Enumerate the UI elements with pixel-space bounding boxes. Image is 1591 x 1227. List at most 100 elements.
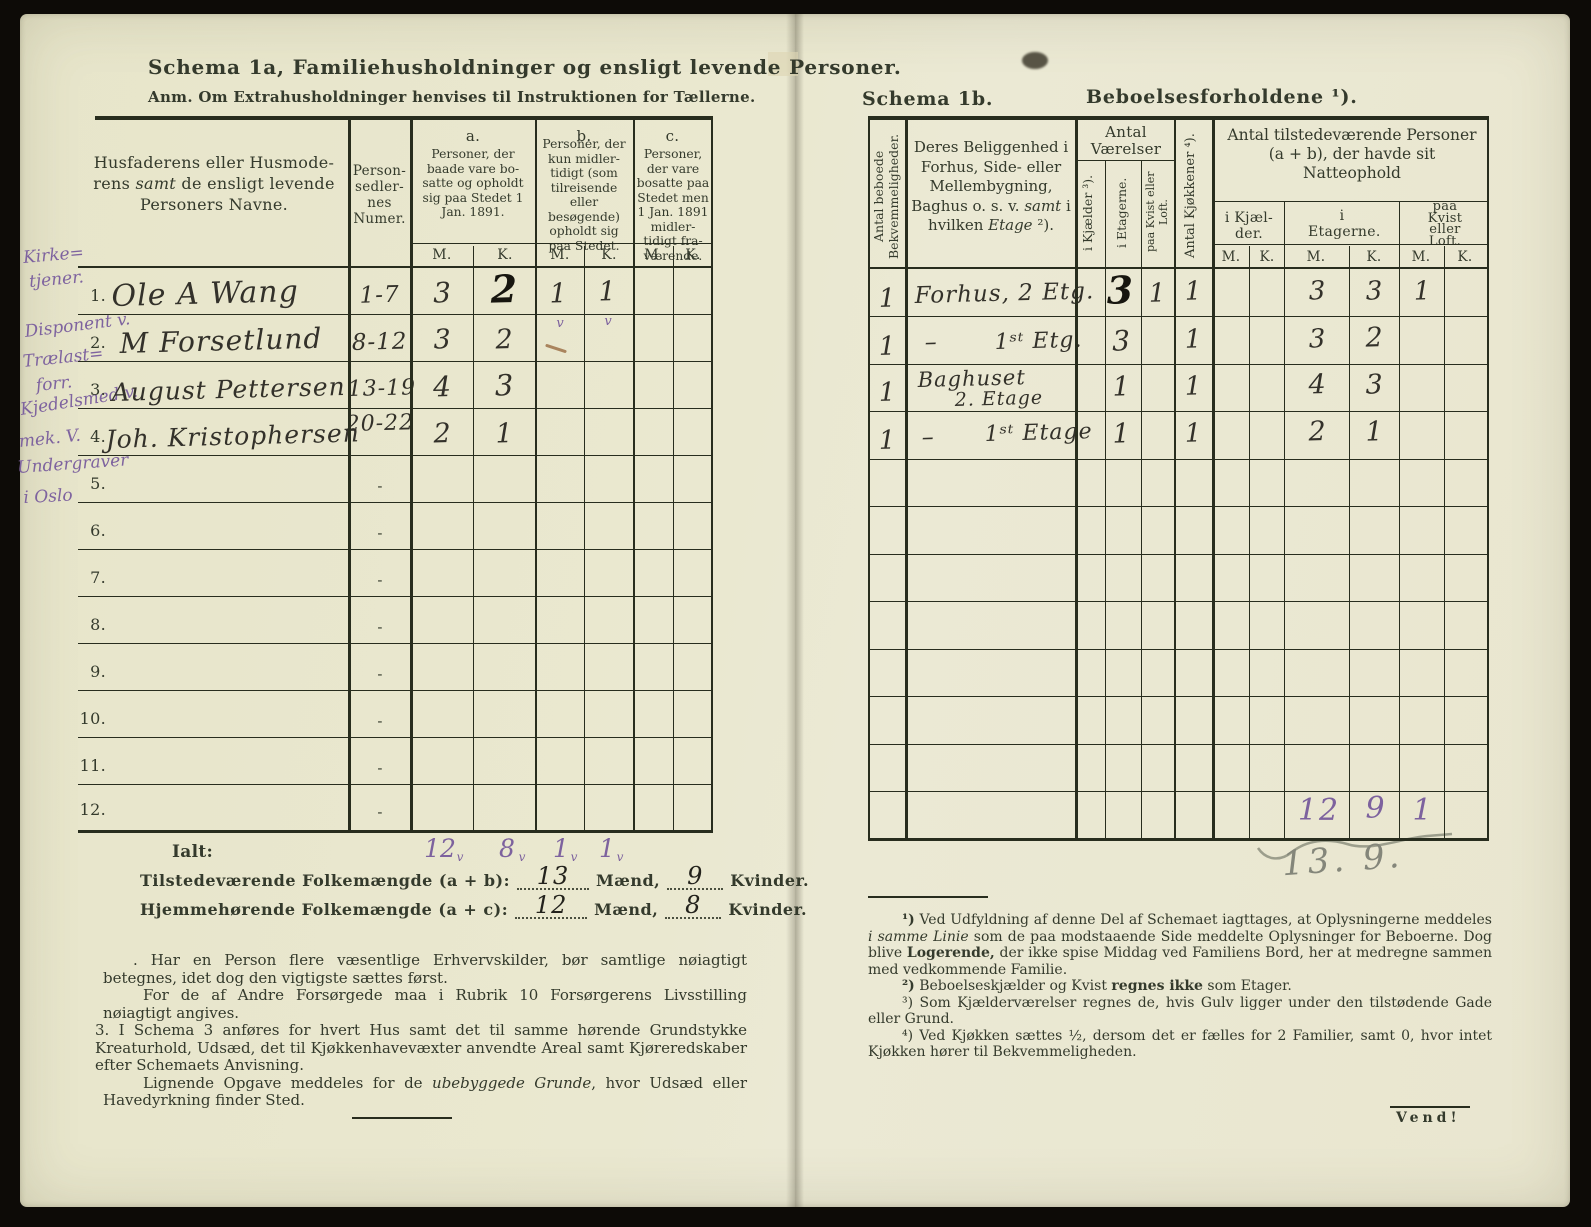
grid-line	[868, 601, 1489, 602]
numer-entry: 20-22	[345, 410, 415, 437]
footnote-text: Lignende Opgave meddeles for de	[143, 1073, 433, 1092]
col-cM-label: M.	[644, 247, 664, 263]
col-header-natteophold: Antal tilstedeværende Personer (a + b), …	[1227, 126, 1477, 182]
grid-line	[78, 361, 712, 362]
col-c-text: Personer, der vare bosatte paa Stedet me…	[636, 147, 710, 263]
grid-line	[868, 649, 1489, 650]
vend-label: Vend!	[1396, 1110, 1461, 1126]
margin-note: i Oslo	[22, 485, 74, 508]
row-number: 2.	[90, 333, 106, 352]
footnote-marker: ¹)	[902, 912, 915, 928]
natteophold-etgK: 3	[1365, 276, 1384, 307]
col-c-letter: c.	[665, 127, 680, 145]
bekv-entry: 1	[878, 283, 897, 314]
paper-spread	[20, 14, 1570, 1207]
grid-line	[868, 120, 870, 840]
beliggenhed-entry: Forhus, 2 Etg.	[914, 278, 1095, 309]
grid-line	[78, 549, 712, 550]
beliggenhed-dash: –	[921, 422, 935, 451]
grid-line	[868, 316, 1489, 317]
beliggenhed-entry: 1ˢᵗ Etg.	[994, 327, 1083, 355]
row-number: 11.	[79, 756, 106, 775]
natteophold-etgM: 3	[1308, 323, 1327, 355]
grid-line	[868, 267, 1489, 269]
numer-dash: -	[377, 759, 383, 777]
footnote-text: som de paa modstaaende Side meddelte Opl…	[868, 928, 1492, 962]
aM-entry: 3	[432, 276, 453, 310]
numer-entry: 8-12	[351, 328, 408, 356]
grid-line	[78, 408, 712, 409]
row-number: 4.	[90, 427, 106, 446]
bekv-entry: 1	[878, 331, 897, 362]
beliggenhed-post: ²).	[1032, 216, 1054, 234]
footnote-paragraph: 3. I Schema 3 anføres for hvert Hus samt…	[95, 1021, 747, 1075]
footnote-paragraph: For de af Andre Forsørgede maa i Rubrik …	[103, 986, 747, 1022]
grid-line	[1141, 161, 1142, 840]
col-header-bekvemmeligheder: Antal beboede Bekvemmeligheder.	[871, 133, 901, 259]
grid-line	[1212, 120, 1215, 840]
pencil-total: 13. 9.	[1280, 835, 1405, 885]
summary-line-resident: Hjemmehørende Folkemængde (a + c): 12 Mæ…	[140, 891, 807, 919]
grid-line	[1349, 246, 1350, 840]
natteophold-kvistM: 1	[1413, 276, 1432, 307]
grid-line	[1214, 201, 1487, 202]
summary-blank: 9	[667, 862, 724, 890]
grid-line	[473, 246, 474, 833]
ialt-value-aM: 12	[424, 834, 456, 863]
numer-dash: -	[377, 571, 383, 589]
check-tick: v	[518, 850, 526, 864]
footnote-4: ⁴) Ved Kjøkken sættes ½, dersom det er f…	[868, 1027, 1492, 1061]
ialt-value-bM: 1	[553, 834, 569, 863]
grid-line	[1284, 202, 1285, 840]
summary-blank: 12	[515, 891, 588, 919]
grid-line	[584, 246, 585, 833]
row-number: 1.	[90, 286, 106, 305]
kvinder-count: 9	[687, 862, 704, 890]
beliggenhed-mid: i hvilken	[928, 196, 1071, 235]
col-header-numer: Person- sedler- nes Numer.	[352, 163, 407, 227]
natteophold-etgM: 4	[1308, 368, 1328, 401]
kvist-M-label: M.	[1411, 249, 1431, 265]
row-number: 7.	[90, 568, 106, 587]
kvinder-label: Kvinder.	[730, 871, 810, 890]
col-aM-label: M.	[432, 247, 452, 263]
grid-line	[78, 596, 712, 597]
name-entry: Ole A Wang	[111, 274, 300, 314]
col-b-letter: b.	[576, 127, 592, 145]
kjokken-entry: 1	[1184, 418, 1203, 449]
col-bK-label: K.	[601, 247, 617, 263]
footnote-paragraph: Lignende Opgave meddeles for de ubebygge…	[103, 1073, 747, 1110]
grid-line	[410, 120, 413, 833]
footnote-italic: i samme Linie	[868, 928, 969, 945]
grid-line	[868, 506, 1489, 507]
aK-entry: 1	[495, 418, 515, 450]
grid-line	[78, 643, 712, 644]
row-number: 5.	[90, 474, 106, 493]
footnote-italic: ubebyggede Grunde	[432, 1073, 592, 1092]
grid-line	[633, 120, 635, 833]
col-header-names-italic: samt	[135, 174, 177, 193]
check-tick: v	[604, 314, 612, 329]
numer-dash: -	[377, 712, 383, 730]
grid-line	[868, 554, 1489, 555]
kvist-vaerelser-entry: 1	[1148, 278, 1167, 309]
grid-line	[78, 784, 712, 785]
grid-line	[78, 690, 712, 691]
row-number: 8.	[90, 615, 106, 634]
kjaelder-K-label: K.	[1259, 249, 1275, 265]
col-a-letter: a.	[465, 127, 481, 145]
beliggenhed-italic: samt	[1024, 196, 1062, 215]
check-tick: v	[616, 850, 624, 864]
grid-line	[868, 896, 988, 898]
maend-count: 13	[536, 862, 570, 890]
ialt-value-bK: 1	[599, 834, 615, 863]
grid-line	[1390, 1106, 1470, 1108]
kvist-K-label: K.	[1457, 249, 1473, 265]
kjokken-entry: 1	[1184, 324, 1203, 355]
row-number: 6.	[90, 521, 106, 540]
grid-line	[78, 314, 712, 315]
grid-line	[868, 838, 1489, 841]
grid-line	[673, 246, 674, 833]
grid-line	[78, 830, 712, 833]
